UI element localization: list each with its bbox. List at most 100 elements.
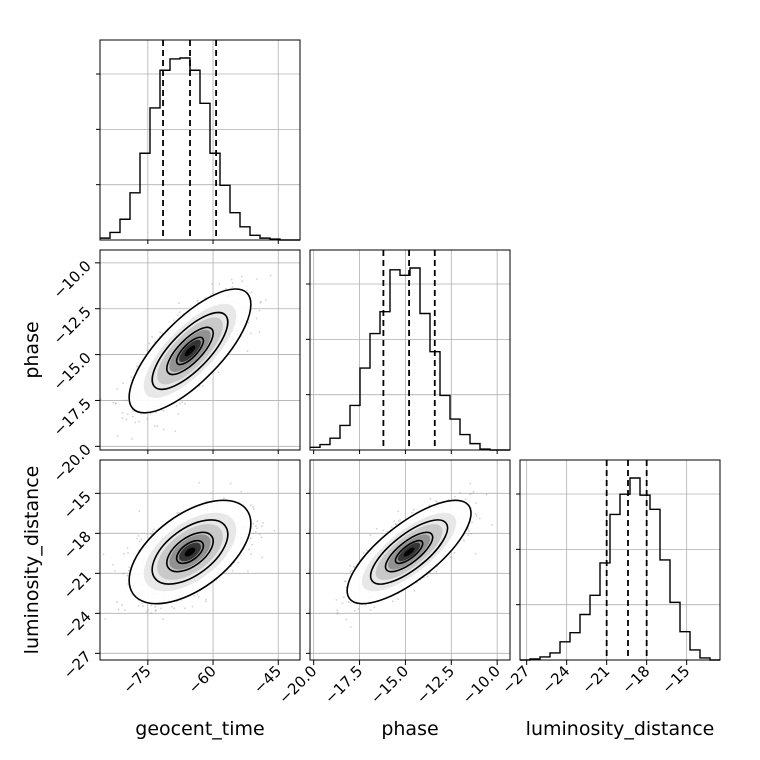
x-tick-label: −20.0 <box>275 662 320 707</box>
scatter-point <box>224 287 227 290</box>
scatter-point <box>153 341 156 343</box>
scatter-point <box>172 319 175 322</box>
density-panel-frame-geocent_time-phase <box>99 249 301 451</box>
density-panel-phase-luminosity_distance <box>335 482 493 628</box>
scatter-point <box>123 552 125 555</box>
scatter-point <box>247 570 249 573</box>
density-level <box>403 547 415 557</box>
contour-line <box>128 288 252 414</box>
scatter-point <box>347 601 350 603</box>
scatter-point <box>349 625 352 628</box>
scatter-point <box>176 512 178 514</box>
scatter-point <box>250 504 252 507</box>
scatter-point <box>252 522 255 525</box>
scatter-point <box>123 399 126 402</box>
scatter-point <box>458 491 461 494</box>
scatter-point <box>150 604 153 607</box>
scatter-point <box>336 609 339 612</box>
scatter-point <box>255 317 258 320</box>
scatter-point <box>391 600 394 603</box>
scatter-point <box>353 565 356 568</box>
scatter-point <box>154 425 156 428</box>
scatter-point <box>247 321 250 324</box>
scatter-point <box>209 492 212 494</box>
scatter-point <box>436 501 439 504</box>
scatter-point <box>162 618 164 621</box>
scatter-point <box>116 601 118 603</box>
scatter-point <box>475 514 478 517</box>
scatter-point <box>254 531 257 533</box>
scatter-point <box>229 482 232 485</box>
density-level <box>184 345 196 357</box>
scatter-point <box>162 428 165 431</box>
scatter-point <box>102 553 105 556</box>
scatter-point <box>154 610 157 612</box>
scatter-point <box>397 598 400 600</box>
scatter-point <box>349 570 352 573</box>
scatter-point <box>429 497 432 500</box>
scatter-point <box>252 508 255 510</box>
scatter-point <box>184 607 186 610</box>
scatter-point <box>126 547 129 549</box>
scatter-point <box>153 528 155 531</box>
y-tick-label: −21 <box>60 567 95 602</box>
scatter-point <box>399 519 401 521</box>
y-tick-label: −15 <box>60 487 95 522</box>
scatter-point <box>115 402 117 405</box>
scatter-point <box>259 301 262 304</box>
scatter-point <box>259 533 261 536</box>
scatter-point <box>472 490 475 493</box>
scatter-point <box>258 331 261 333</box>
scatter-point <box>138 510 141 512</box>
scatter-point <box>151 530 154 533</box>
density-panel-geocent_time-luminosity_distance <box>102 481 276 621</box>
scatter-point <box>261 556 264 559</box>
histogram-luminosity_distance <box>520 477 720 661</box>
scatter-point <box>413 589 416 592</box>
scatter-point <box>155 609 158 612</box>
scatter-point <box>351 569 353 572</box>
scatter-point <box>260 525 263 528</box>
scatter-point <box>485 493 488 496</box>
scatter-point <box>126 574 129 577</box>
scatter-point <box>251 543 253 546</box>
scatter-point <box>178 311 181 314</box>
scatter-point <box>353 609 356 612</box>
y-tick-label: −24 <box>60 607 95 642</box>
scatter-point <box>223 497 225 499</box>
scatter-point <box>146 349 149 352</box>
scatter-point <box>256 278 258 280</box>
scatter-point <box>230 278 233 281</box>
scatter-point <box>127 569 130 572</box>
scatter-point <box>177 511 180 514</box>
scatter-point <box>162 409 165 412</box>
scatter-point <box>471 492 473 495</box>
scatter-point <box>335 598 338 601</box>
scatter-point <box>146 418 149 420</box>
scatter-point <box>428 504 431 507</box>
scatter-point <box>150 533 152 536</box>
scatter-point <box>177 412 180 415</box>
scatter-point <box>179 402 181 405</box>
scatter-point <box>343 580 346 583</box>
y-tick-label: −10.0 <box>50 257 95 302</box>
scatter-point <box>264 299 267 301</box>
scatter-point <box>435 500 437 503</box>
scatter-point <box>122 572 125 575</box>
scatter-point <box>160 607 163 610</box>
x-tick-label: −21 <box>578 662 613 697</box>
scatter-point <box>116 435 119 438</box>
contour-line <box>346 499 472 605</box>
scatter-point <box>150 612 153 615</box>
scatter-point <box>250 291 253 294</box>
scatter-point <box>352 565 355 568</box>
scatter-point <box>471 521 473 524</box>
scatter-point <box>113 570 116 572</box>
scatter-point <box>336 612 339 615</box>
x-tick-label: −15.0 <box>367 662 412 707</box>
scatter-point <box>250 553 253 556</box>
scatter-point <box>241 280 244 283</box>
scatter-point <box>140 538 143 541</box>
scatter-point <box>469 493 471 496</box>
scatter-point <box>469 482 472 485</box>
